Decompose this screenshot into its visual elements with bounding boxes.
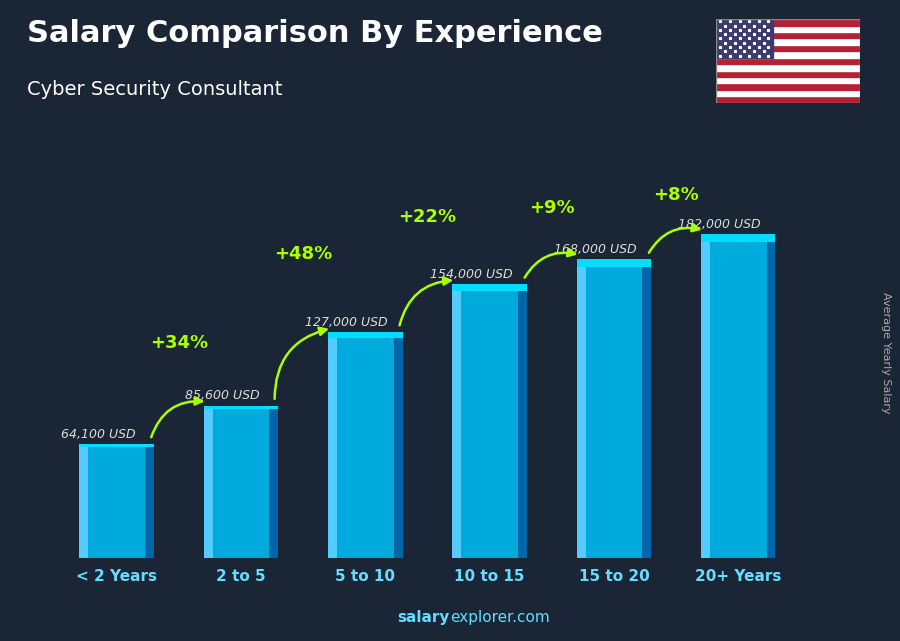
Text: salary: salary (398, 610, 450, 625)
Bar (453, 284, 462, 558)
Text: 85,600 USD: 85,600 USD (185, 389, 260, 403)
Bar (716, 58, 859, 64)
Text: 154,000 USD: 154,000 USD (429, 268, 512, 281)
Bar (701, 234, 710, 558)
Text: 127,000 USD: 127,000 USD (305, 316, 388, 329)
Bar (716, 96, 859, 103)
Bar (453, 284, 526, 558)
Bar (577, 259, 652, 267)
Bar (716, 71, 859, 77)
Bar (328, 332, 402, 558)
Bar (716, 83, 859, 90)
Text: +8%: +8% (653, 186, 699, 204)
Text: Salary Comparison By Experience: Salary Comparison By Experience (27, 19, 603, 48)
Text: +34%: +34% (150, 334, 208, 352)
Bar (393, 332, 402, 558)
Text: Average Yearly Salary: Average Yearly Salary (881, 292, 891, 413)
Bar (701, 234, 776, 242)
Bar (767, 234, 776, 558)
Bar (203, 406, 278, 410)
Bar (716, 19, 859, 26)
Bar (453, 284, 526, 291)
Bar (203, 406, 212, 558)
Text: +9%: +9% (529, 199, 574, 217)
Text: 64,100 USD: 64,100 USD (61, 428, 136, 440)
Bar (716, 90, 859, 96)
Bar (716, 19, 773, 58)
Bar (79, 444, 154, 447)
Bar (701, 234, 776, 558)
Text: 182,000 USD: 182,000 USD (679, 218, 760, 231)
Bar (716, 38, 859, 45)
Bar (643, 259, 652, 558)
Bar (716, 64, 859, 71)
Bar (716, 32, 859, 38)
Bar (716, 45, 859, 51)
Bar (328, 332, 337, 558)
Bar (518, 284, 526, 558)
Bar (328, 332, 402, 338)
Bar (79, 444, 88, 558)
Bar (577, 259, 652, 558)
Bar (269, 406, 278, 558)
Bar (716, 26, 859, 32)
Bar (716, 51, 859, 58)
Bar (145, 444, 154, 558)
Text: 168,000 USD: 168,000 USD (554, 243, 636, 256)
Text: explorer.com: explorer.com (450, 610, 550, 625)
Text: +48%: +48% (274, 245, 332, 263)
Text: Cyber Security Consultant: Cyber Security Consultant (27, 80, 283, 99)
Bar (716, 77, 859, 83)
Text: +22%: +22% (399, 208, 456, 226)
Bar (203, 406, 278, 558)
Bar (577, 259, 586, 558)
Bar (79, 444, 154, 558)
